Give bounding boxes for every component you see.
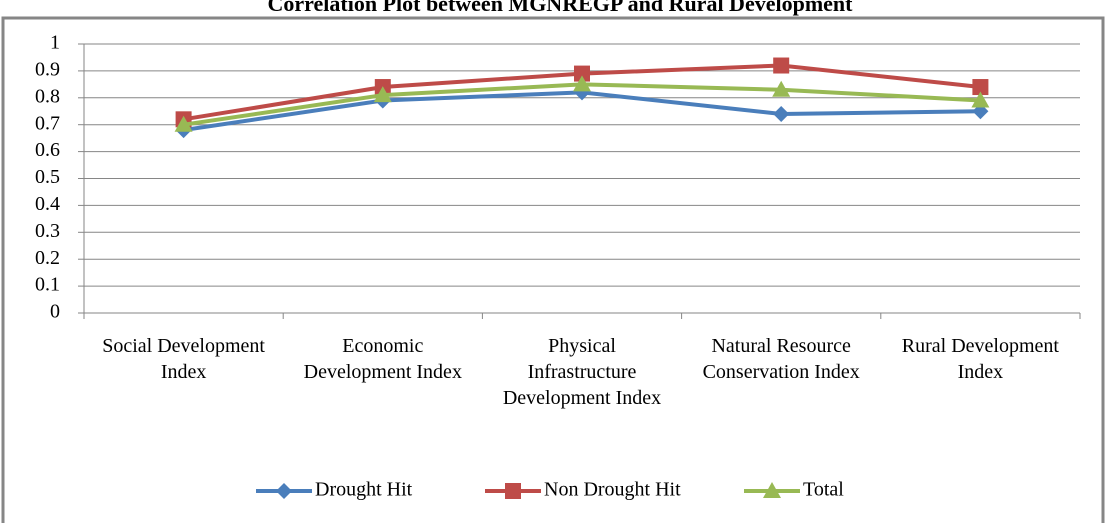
marker — [972, 79, 989, 96]
y-tick-label: 0.2 — [35, 247, 60, 269]
marker — [773, 57, 790, 74]
x-tick-label: Rural Development Index — [901, 335, 1059, 383]
legend-label: Total — [803, 479, 844, 501]
y-tick-label: 0.9 — [35, 58, 60, 80]
x-tick-label: Physical Infrastructure Development Inde… — [502, 335, 662, 409]
x-tick-label: Natural Resource Conservation Index — [702, 335, 860, 383]
y-tick-label: 0.6 — [35, 139, 60, 161]
y-tick-label: 0.3 — [35, 220, 60, 242]
marker — [574, 65, 590, 82]
marker — [174, 115, 193, 132]
x-tick-label: Economic Development Index — [303, 335, 462, 383]
legend-label: Drought Hit — [315, 479, 413, 501]
y-tick-label: 0 — [50, 301, 60, 323]
chart-title: Correlation Plot between MGNREGP and Rur… — [268, 0, 854, 16]
legend-marker — [763, 482, 781, 498]
marker — [773, 105, 790, 122]
marker — [971, 91, 990, 108]
marker — [573, 75, 591, 92]
marker — [373, 86, 392, 103]
chart-frame — [1, 16, 1105, 523]
y-tick-label: 0.7 — [35, 112, 60, 134]
y-tick-label: 0.8 — [35, 85, 60, 107]
legend-marker — [505, 483, 521, 499]
x-tick-label: Social Development Index — [102, 335, 265, 383]
marker — [772, 80, 791, 97]
y-tick-label: 0.5 — [35, 166, 60, 188]
y-tick-label: 0.1 — [35, 274, 60, 296]
y-tick-label: 1 — [50, 32, 60, 54]
legend-label: Non Drought Hit — [544, 479, 681, 501]
legend-marker — [276, 483, 292, 499]
y-tick-label: 0.4 — [35, 193, 60, 215]
